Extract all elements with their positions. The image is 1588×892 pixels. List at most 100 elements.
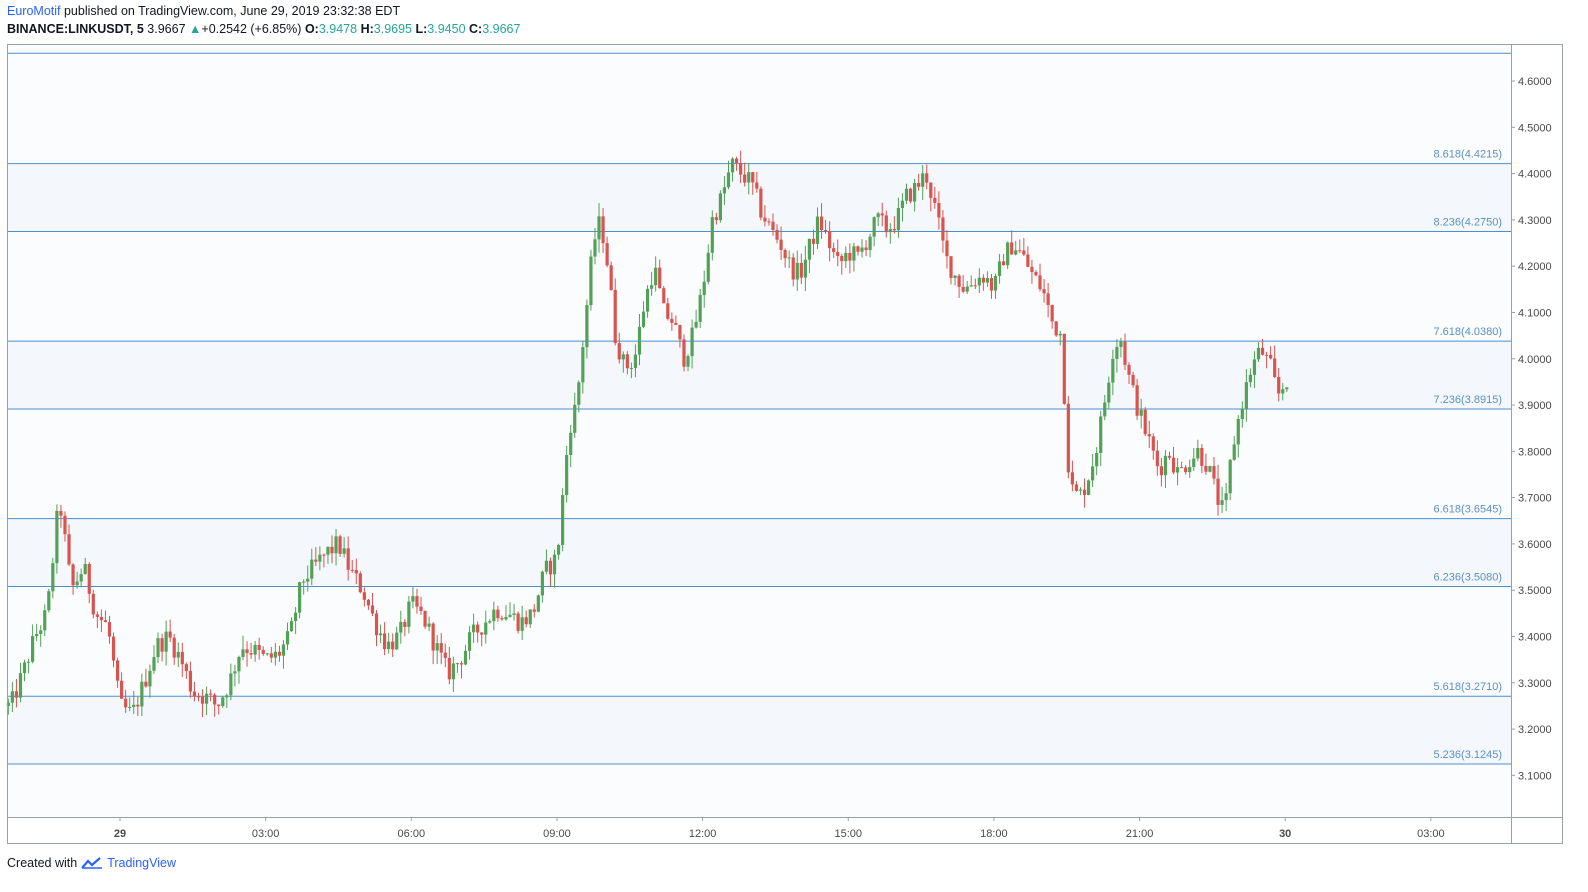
candle[interactable] bbox=[641, 301, 646, 329]
candle[interactable] bbox=[694, 309, 698, 329]
candle[interactable] bbox=[302, 579, 306, 595]
candle[interactable] bbox=[888, 223, 892, 244]
candle[interactable] bbox=[819, 203, 824, 239]
candle[interactable] bbox=[293, 607, 298, 635]
candle[interactable] bbox=[79, 568, 83, 588]
candle[interactable] bbox=[346, 536, 350, 581]
candle[interactable] bbox=[1277, 367, 1281, 402]
candle[interactable] bbox=[682, 334, 686, 372]
candle[interactable] bbox=[581, 340, 585, 394]
candle[interactable] bbox=[374, 610, 379, 647]
candle[interactable] bbox=[451, 656, 455, 692]
candle[interactable] bbox=[35, 623, 39, 642]
candle[interactable] bbox=[674, 315, 678, 326]
candle[interactable] bbox=[476, 621, 480, 643]
candle[interactable] bbox=[298, 581, 302, 619]
candle[interactable] bbox=[387, 632, 391, 654]
candle[interactable] bbox=[678, 324, 682, 348]
candle[interactable] bbox=[140, 673, 144, 717]
candle[interactable] bbox=[666, 297, 670, 321]
candle[interactable] bbox=[1143, 407, 1147, 437]
candle[interactable] bbox=[419, 596, 423, 615]
candle[interactable] bbox=[1086, 479, 1091, 496]
candle[interactable] bbox=[459, 661, 464, 679]
candle[interactable] bbox=[334, 529, 338, 566]
candle[interactable] bbox=[1030, 259, 1034, 284]
candle[interactable] bbox=[156, 632, 160, 664]
author-link[interactable]: EuroMotif bbox=[7, 4, 61, 18]
candle[interactable] bbox=[1074, 480, 1079, 492]
candle[interactable] bbox=[739, 150, 743, 184]
candle[interactable] bbox=[1014, 240, 1018, 256]
candle[interactable] bbox=[168, 619, 172, 642]
candle[interactable] bbox=[1220, 486, 1224, 514]
candle[interactable] bbox=[67, 524, 71, 567]
candle[interactable] bbox=[87, 562, 91, 604]
candle[interactable] bbox=[1248, 368, 1253, 388]
candle[interactable] bbox=[43, 604, 47, 637]
candle[interactable] bbox=[245, 641, 249, 667]
candle[interactable] bbox=[152, 645, 156, 675]
candle[interactable] bbox=[1167, 451, 1172, 460]
candle[interactable] bbox=[1285, 386, 1289, 393]
candle[interactable] bbox=[342, 537, 346, 558]
candle[interactable] bbox=[896, 197, 901, 238]
candle[interactable] bbox=[1244, 369, 1248, 422]
candle[interactable] bbox=[496, 605, 500, 622]
candle[interactable] bbox=[103, 610, 108, 623]
candle[interactable] bbox=[864, 240, 868, 257]
candle[interactable] bbox=[989, 273, 994, 299]
candle[interactable] bbox=[132, 690, 136, 714]
candle[interactable] bbox=[148, 664, 152, 698]
candle[interactable] bbox=[573, 392, 577, 438]
candle[interactable] bbox=[439, 633, 443, 665]
candle[interactable] bbox=[91, 589, 95, 619]
candle[interactable] bbox=[1099, 410, 1103, 467]
candle[interactable] bbox=[645, 285, 650, 318]
candle[interactable] bbox=[1155, 440, 1159, 476]
candle[interactable] bbox=[407, 595, 411, 634]
candle[interactable] bbox=[1119, 337, 1123, 358]
candle[interactable] bbox=[917, 173, 921, 191]
candle[interactable] bbox=[957, 274, 961, 298]
candle[interactable] bbox=[1018, 239, 1022, 253]
candle[interactable] bbox=[455, 662, 460, 673]
candle[interactable] bbox=[423, 610, 427, 629]
candle[interactable] bbox=[395, 626, 399, 650]
candle[interactable] bbox=[965, 281, 969, 294]
candle[interactable] bbox=[1260, 338, 1265, 356]
candle[interactable] bbox=[480, 632, 484, 647]
candle[interactable] bbox=[107, 615, 112, 644]
candle[interactable] bbox=[836, 239, 840, 267]
candle[interactable] bbox=[128, 697, 132, 712]
candle[interactable] bbox=[791, 253, 795, 287]
candle[interactable] bbox=[629, 362, 633, 379]
candle[interactable] bbox=[484, 610, 488, 644]
candle[interactable] bbox=[658, 259, 662, 289]
candle[interactable] bbox=[281, 640, 286, 669]
candle[interactable] bbox=[217, 704, 221, 715]
candle[interactable] bbox=[273, 643, 277, 666]
candle[interactable] bbox=[670, 312, 674, 331]
candle[interactable] bbox=[366, 598, 371, 610]
candle[interactable] bbox=[1273, 345, 1277, 379]
tradingview-link[interactable]: TradingView bbox=[107, 856, 176, 870]
candle[interactable] bbox=[362, 587, 366, 607]
candle[interactable] bbox=[556, 543, 561, 560]
candle[interactable] bbox=[257, 637, 261, 660]
candle[interactable] bbox=[472, 613, 476, 644]
candle[interactable] bbox=[872, 216, 876, 247]
candle[interactable] bbox=[269, 646, 273, 663]
candle[interactable] bbox=[686, 354, 690, 372]
candle[interactable] bbox=[399, 610, 403, 644]
candle[interactable] bbox=[759, 186, 763, 221]
candle[interactable] bbox=[111, 632, 116, 668]
candle[interactable] bbox=[1026, 246, 1030, 268]
candle[interactable] bbox=[913, 178, 917, 212]
candle[interactable] bbox=[1171, 446, 1176, 475]
candle[interactable] bbox=[722, 176, 727, 205]
candle[interactable] bbox=[164, 620, 168, 666]
candle[interactable] bbox=[945, 230, 949, 269]
candle[interactable] bbox=[463, 644, 468, 666]
candle[interactable] bbox=[1269, 346, 1273, 360]
